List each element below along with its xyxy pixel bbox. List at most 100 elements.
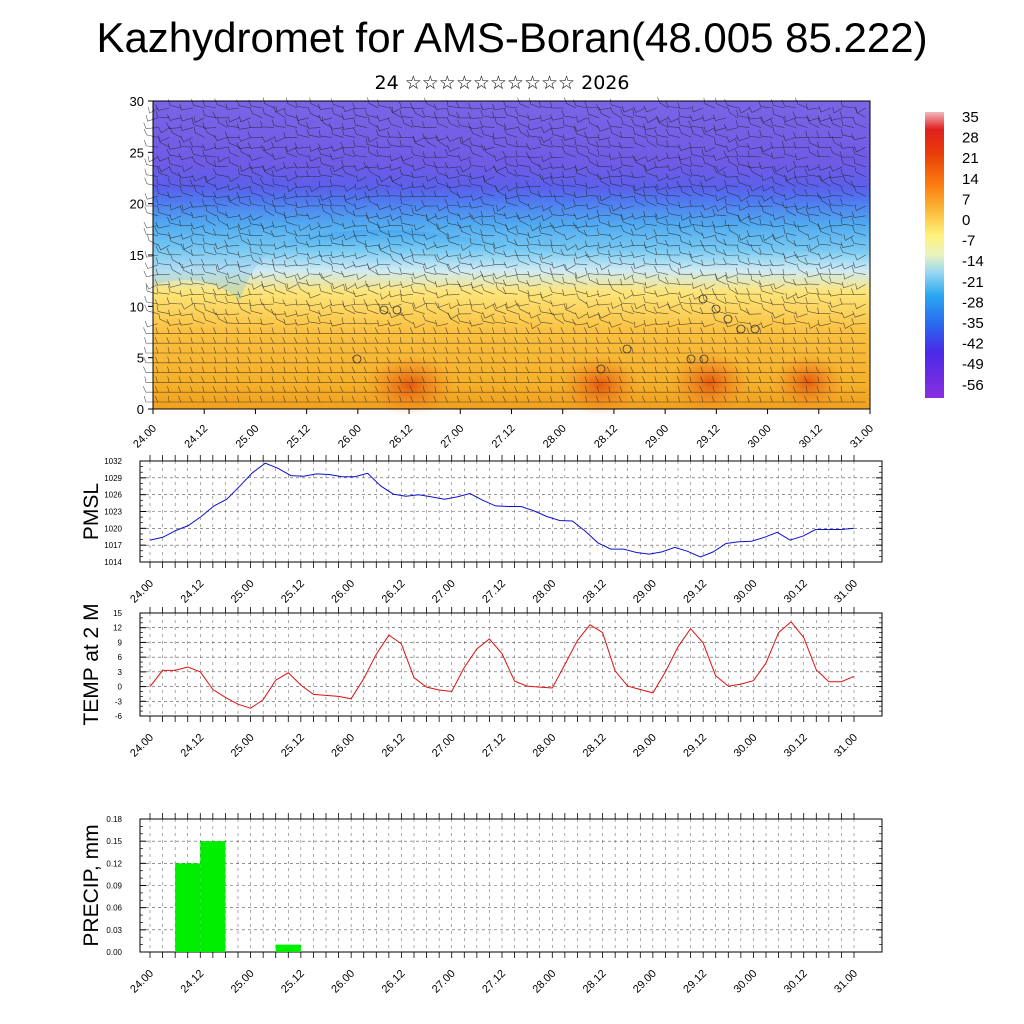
wind-barb: [480, 337, 495, 344]
wind-barb: [180, 243, 193, 251]
wind-barb: [817, 376, 831, 383]
wind-barb: [341, 251, 356, 258]
wind-barb: [677, 102, 692, 109]
wind-barb: [631, 118, 646, 128]
wind-barb: [317, 376, 332, 383]
wind-barb: [772, 108, 785, 119]
wind-barb: [840, 100, 855, 109]
wind-barb: [178, 309, 193, 316]
wind-barb: [178, 366, 193, 373]
wind-barb: [318, 130, 333, 138]
wind-barb: [724, 179, 739, 187]
wind-barb: [247, 238, 263, 246]
wind-barb: [736, 158, 750, 168]
wind-barb: [305, 337, 321, 344]
wind-barb: [666, 386, 680, 393]
wind-barb: [854, 253, 866, 261]
wind-barb: [503, 100, 518, 109]
wind-barb: [735, 120, 750, 128]
wind-barb: [585, 301, 599, 308]
y-tick-label: 0.00: [106, 948, 122, 957]
wind-barb: [829, 146, 843, 158]
wind-barb: [213, 327, 228, 334]
wind-barb: [190, 237, 205, 246]
wind-barb: [491, 315, 507, 324]
wind-barb: [805, 297, 820, 305]
x-tick-label: 25.00: [229, 732, 257, 760]
wind-barb: [237, 183, 251, 190]
wind-barb: [282, 376, 298, 383]
wind-barb: [735, 267, 750, 275]
wind-barb: [630, 327, 646, 334]
wind-barb: [166, 337, 182, 344]
wind-barb: [530, 224, 541, 232]
wind-barb: [492, 258, 507, 266]
wind-barb: [433, 395, 448, 403]
wind-barb: [711, 395, 727, 403]
wind-barb: [155, 221, 170, 229]
wind-barb: [235, 366, 251, 373]
wind-barb: [795, 206, 808, 217]
wind-barb: [157, 155, 170, 162]
wind-barb: [492, 137, 507, 148]
wind-barb: [457, 221, 472, 229]
wind-barb: [447, 232, 460, 239]
wind-barb: [666, 337, 680, 344]
wind-barb: [761, 174, 773, 182]
wind-barb: [283, 271, 298, 279]
wind-barb: [191, 118, 205, 128]
wind-barb: [642, 257, 657, 266]
wind-barb: [156, 286, 170, 295]
wind-barb: [271, 386, 286, 393]
wind-barb: [189, 376, 205, 383]
wind-barb: [713, 114, 727, 122]
wind-barb: [852, 311, 866, 318]
wind-barb: [177, 171, 193, 179]
wind-barb: [433, 151, 449, 158]
wind-barb: [262, 97, 275, 109]
wind-barb: [331, 128, 344, 138]
wind-barb: [620, 304, 634, 315]
wind-barb: [459, 283, 472, 295]
wind-barb: [353, 119, 367, 128]
wind-barb: [530, 322, 541, 330]
wind-barb: [317, 327, 332, 334]
wind-barb: [282, 299, 298, 306]
wind-barb: [748, 106, 762, 113]
wind-barb: [586, 253, 599, 266]
wind-barb: [260, 144, 275, 152]
wind-barb: [549, 114, 565, 121]
wind-barb: [574, 252, 588, 259]
wind-barb: [238, 115, 251, 123]
wind-barb: [665, 356, 680, 364]
wind-barb: [225, 309, 240, 316]
wind-barb: [248, 99, 263, 109]
wind-barb: [479, 356, 495, 364]
wind-barb: [144, 262, 159, 269]
wind-barb: [178, 337, 193, 344]
wind-barb: [699, 180, 715, 188]
wind-barb: [189, 258, 205, 266]
wind-barb: [818, 164, 831, 171]
wind-barb: [236, 386, 251, 393]
wind-barb: [493, 225, 507, 236]
wind-barb: [793, 239, 808, 247]
x-tick-label: 30.00: [732, 578, 760, 606]
wind-barb: [805, 386, 820, 393]
wind-barb: [154, 337, 170, 344]
wind-barb: [409, 386, 425, 393]
wind-barb: [354, 234, 367, 246]
wind-barb: [641, 366, 657, 373]
wind-barb: [386, 356, 402, 364]
wind-barb: [421, 109, 437, 119]
wind-barb: [805, 207, 820, 217]
wind-barb: [318, 272, 333, 279]
wind-barb: [541, 126, 553, 134]
wind-barb: [481, 144, 495, 151]
wind-barb: [317, 316, 333, 324]
wind-barb: [480, 260, 495, 267]
wind-barb: [457, 307, 472, 315]
wind-barb: [655, 366, 669, 373]
wind-barb: [550, 139, 565, 148]
wind-barb: [677, 337, 692, 344]
